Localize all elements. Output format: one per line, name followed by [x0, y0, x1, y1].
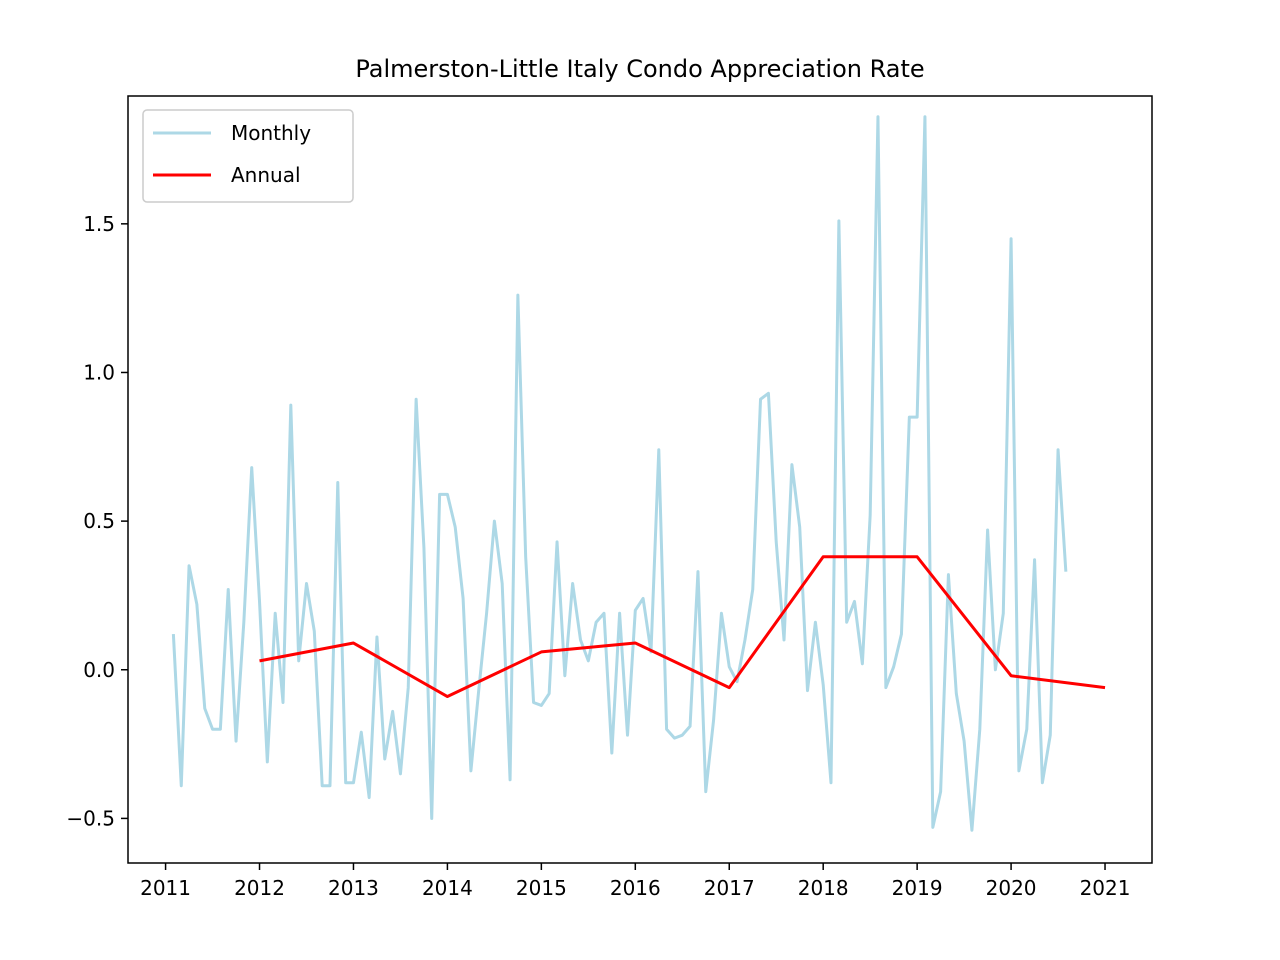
- legend-label-monthly: Monthly: [231, 121, 311, 145]
- x-tick-label: 2013: [328, 876, 379, 900]
- y-tick-label: 0.0: [83, 658, 115, 682]
- axes-layer: 2011 2012 2013 2014 2015 2016 2017 2018 2019 2020…: [66, 95, 1153, 900]
- series-line-annual: [259, 555, 1106, 699]
- x-tick-label: 2011: [140, 876, 191, 900]
- x-tick-label: 2017: [704, 876, 755, 900]
- axes-frame: [127, 95, 1153, 864]
- y-tick-label: 1.5: [83, 212, 115, 236]
- x-tick-label: 2020: [986, 876, 1037, 900]
- legend-label-annual: Annual: [231, 163, 301, 187]
- legend: Monthly Annual: [142, 109, 354, 203]
- y-tick-label: 1.0: [83, 360, 115, 384]
- series-line-monthly: [171, 115, 1068, 832]
- x-tick-label: 2016: [610, 876, 661, 900]
- y-tick-label: 0.5: [83, 509, 115, 533]
- x-tick-label: 2021: [1080, 876, 1131, 900]
- x-tick-label: 2019: [892, 876, 943, 900]
- chart-title: Palmerston-Little Italy Condo Appreciati…: [355, 55, 924, 83]
- y-tick-label: −0.5: [66, 806, 115, 830]
- x-tick-label: 2018: [798, 876, 849, 900]
- x-tick-label: 2015: [516, 876, 567, 900]
- series-layer: [171, 115, 1106, 832]
- x-tick-label: 2012: [234, 876, 285, 900]
- x-tick-label: 2014: [422, 876, 473, 900]
